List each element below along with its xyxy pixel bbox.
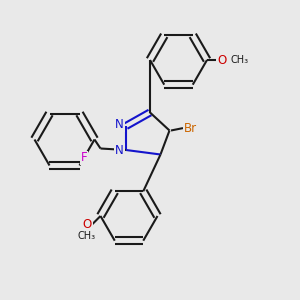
Text: CH₃: CH₃ xyxy=(230,55,248,65)
Text: N: N xyxy=(115,143,124,157)
Text: N: N xyxy=(115,118,124,131)
Text: CH₃: CH₃ xyxy=(78,231,96,242)
Text: Br: Br xyxy=(184,122,197,135)
Text: O: O xyxy=(218,53,226,67)
Text: O: O xyxy=(82,218,91,232)
Text: F: F xyxy=(81,152,87,164)
